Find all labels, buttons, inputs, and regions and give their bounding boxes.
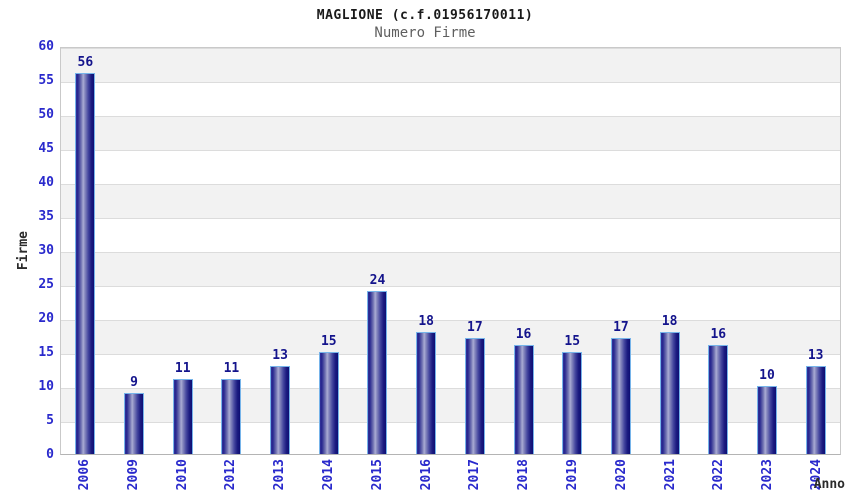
x-tick: 2015 [353,459,402,499]
y-tick-label: 30 [38,243,54,258]
y-tick-label: 60 [38,39,54,54]
bar [318,352,339,454]
x-tick-label: 2020 [613,459,629,491]
bar-value-label: 15 [564,334,581,349]
bar-value-label: 56 [77,55,94,71]
y-tick-label: 5 [46,413,54,428]
bar [367,290,388,454]
bar-slot: 13 [791,48,840,454]
x-tick: 2013 [255,459,304,499]
bar-value-label: 18 [418,313,434,329]
x-tick-label: 2015 [369,459,385,491]
x-tick-label: 2021 [662,459,678,491]
bar-value-label: 11 [174,361,191,377]
bar-slot: 15 [548,48,597,454]
bar-slot: 16 [499,48,548,454]
x-tick-label: 2013 [272,459,288,491]
x-tick: 2022 [695,459,744,499]
x-tick-label: 2017 [467,459,483,491]
x-tick: 2020 [597,459,646,499]
bar [464,338,485,454]
x-tick: 2012 [206,459,255,499]
bar [610,338,631,454]
bar [172,379,193,454]
bar-value-label: 17 [467,320,483,336]
bar [416,331,437,454]
x-tick: 2009 [109,459,158,499]
y-tick-label: 0 [46,447,54,462]
bar-value-label: 24 [369,272,386,288]
bar-value-label: 11 [223,361,240,377]
x-tick-label: 2010 [174,459,190,491]
bar-value-label: 9 [130,374,138,390]
x-tick-label: 2023 [760,459,776,491]
bars-container: 56 9 11 11 13 15 24 18 17 16 15 17 18 16 10 13 [61,48,840,454]
x-tick: 2017 [451,459,500,499]
y-tick-label: 40 [38,175,54,190]
bar-slot: 24 [353,48,402,454]
bar-value-label: 18 [661,313,678,329]
x-tick: 2019 [548,459,597,499]
bar-slot: 17 [597,48,646,454]
chart-title: MAGLIONE (c.f.01956170011) [316,8,534,23]
bar-slot: 16 [694,48,743,454]
x-tick: 2021 [646,459,695,499]
y-tick-label: 25 [38,277,54,292]
x-tick: 2023 [743,459,792,499]
bar-slot: 9 [110,48,159,454]
bar-slot: 11 [158,48,207,454]
bar-slot: 17 [451,48,500,454]
bar [756,386,777,454]
y-tick-label: 55 [38,73,54,88]
x-tick-label: 2014 [320,459,336,491]
y-axis-ticks: 0 5 10 15 20 25 30 35 40 45 50 55 60 [0,0,54,500]
x-tick: 2010 [158,459,207,499]
bar-slot: 18 [402,48,451,454]
bar-slot: 10 [743,48,792,454]
bar [221,379,242,454]
x-tick-label: 2009 [125,459,141,491]
bar-value-label: 16 [515,327,532,343]
x-tick-label: 2018 [516,459,532,491]
bar-slot: 18 [645,48,694,454]
bar [562,352,583,454]
x-tick: 2006 [60,459,109,499]
bar-value-label: 15 [320,334,337,349]
bar-slot: 56 [61,48,110,454]
x-tick: 2014 [304,459,353,499]
chart-subtitle: Numero Firme [374,25,476,41]
bar-slot: 15 [304,48,353,454]
y-tick-label: 10 [38,379,54,394]
bar-slot: 13 [256,48,305,454]
bar [75,73,96,454]
x-axis-ticks: 2006 2009 2010 2012 2013 2014 2015 2016 2017 2018… [60,459,841,499]
y-tick-label: 20 [38,311,54,326]
y-tick-label: 45 [38,141,54,156]
x-tick-label: 2012 [223,459,239,491]
bar [659,331,680,454]
x-tick: 2018 [499,459,548,499]
bar-value-label: 17 [613,320,629,336]
bar [708,345,729,454]
bar-value-label: 16 [710,327,727,343]
y-tick-label: 15 [38,345,54,360]
x-tick-label: 2019 [565,459,581,491]
y-tick-label: 35 [38,209,54,224]
x-axis-label: Anno [813,477,845,492]
bar [513,345,534,454]
bar-slot: 11 [207,48,256,454]
bar [270,365,291,454]
bar-value-label: 13 [807,347,824,363]
plot-area: 56 9 11 11 13 15 24 18 17 16 15 17 18 16 10 13 [60,47,841,455]
y-tick-label: 50 [38,107,54,122]
bar [805,365,826,454]
x-tick-label: 2016 [418,459,434,491]
bar [124,392,145,454]
x-tick-label: 2006 [76,459,92,491]
x-tick: 2016 [402,459,451,499]
x-tick-label: 2022 [711,459,727,491]
bar-value-label: 13 [272,347,288,363]
bar-value-label: 10 [759,368,775,383]
